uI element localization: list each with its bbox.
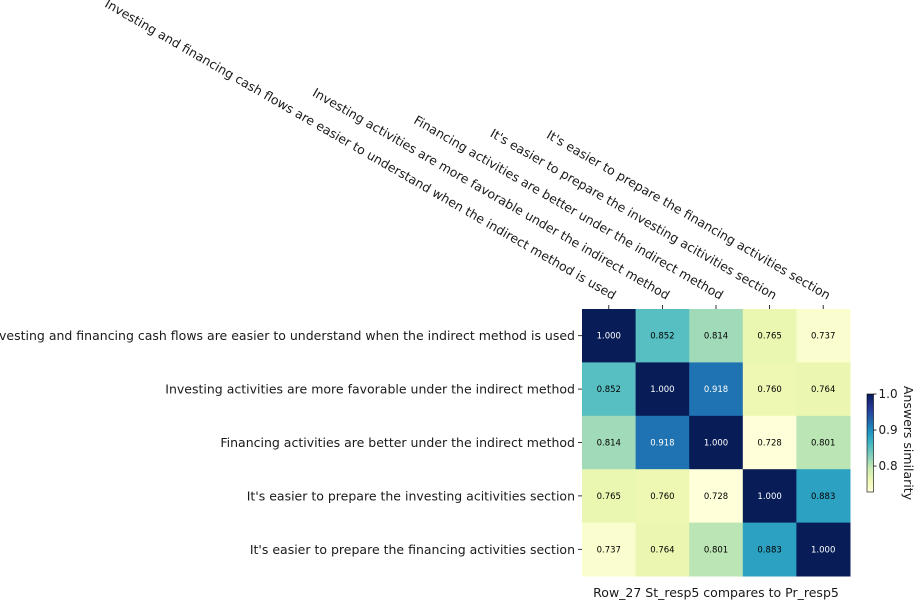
cell-value-label: 1.000 bbox=[704, 439, 728, 449]
heatmap-cell bbox=[689, 469, 744, 524]
heatmap-cell bbox=[689, 415, 744, 470]
heatmap-cell bbox=[742, 469, 797, 524]
colorbar-tick-label: 0.8 bbox=[879, 459, 898, 473]
x-axis-title: Row_27 St_resp5 compares to Pr_resp5 bbox=[593, 585, 839, 600]
cell-value-label: 0.737 bbox=[597, 545, 621, 555]
heatmap-cell bbox=[635, 309, 690, 363]
cell-value-label: 0.852 bbox=[597, 385, 621, 395]
cell-value-label: 0.883 bbox=[811, 492, 835, 502]
cell-value-label: 0.765 bbox=[757, 332, 781, 342]
colorbar-tick-label: 1.0 bbox=[879, 387, 898, 401]
heatmap-cell bbox=[742, 309, 797, 363]
cell-value-label: 0.728 bbox=[757, 439, 781, 449]
heatmap-cell bbox=[742, 415, 797, 470]
cell-value-label: 1.000 bbox=[650, 385, 674, 395]
cell-value-label: 0.883 bbox=[757, 545, 781, 555]
heatmap-cell bbox=[742, 362, 797, 417]
cell-value-label: 0.760 bbox=[650, 492, 674, 502]
y-tick-label: Financing activities are better under th… bbox=[220, 435, 575, 450]
heatmap-cell bbox=[689, 362, 744, 417]
cell-value-label: 0.814 bbox=[704, 332, 728, 342]
colorbar-label: Answers similarity bbox=[901, 386, 916, 501]
heatmap-cell bbox=[796, 415, 851, 470]
heatmap-cell bbox=[635, 362, 690, 417]
heatmap-cell bbox=[635, 415, 690, 470]
cell-value-label: 0.764 bbox=[650, 545, 674, 555]
heatmap-cell bbox=[796, 362, 851, 417]
heatmap-cell bbox=[796, 309, 851, 363]
cell-value-label: 0.764 bbox=[811, 385, 835, 395]
y-tick-label: Investing and financing cash flows are e… bbox=[0, 328, 575, 343]
cell-value-label: 0.814 bbox=[597, 439, 621, 449]
cell-value-label: 0.801 bbox=[704, 545, 728, 555]
heatmap-cell bbox=[582, 362, 637, 417]
heatmap-cell bbox=[796, 522, 851, 577]
y-tick-label: It's easier to prepare the investing aci… bbox=[247, 488, 575, 503]
heatmap-cell bbox=[582, 522, 637, 577]
heatmap-cell bbox=[689, 309, 744, 363]
cell-value-label: 1.000 bbox=[811, 545, 835, 555]
y-tick-label: Investing activities are more favorable … bbox=[165, 382, 575, 397]
heatmap-cell bbox=[796, 469, 851, 524]
cell-value-label: 0.765 bbox=[597, 492, 621, 502]
cell-value-label: 0.918 bbox=[704, 385, 728, 395]
cell-value-label: 0.801 bbox=[811, 439, 835, 449]
heatmap-cell bbox=[635, 522, 690, 577]
cell-value-label: 0.737 bbox=[811, 332, 835, 342]
heatmap-cell bbox=[689, 522, 744, 577]
cell-value-label: 0.852 bbox=[650, 332, 674, 342]
cell-value-label: 1.000 bbox=[597, 332, 621, 342]
colorbar-tick-label: 0.9 bbox=[879, 423, 898, 437]
heatmap-cell bbox=[742, 522, 797, 577]
heatmap-cell bbox=[635, 469, 690, 524]
heatmap-cell bbox=[582, 469, 637, 524]
x-tick-label: Investing activities are more favorable … bbox=[310, 85, 672, 303]
cell-value-label: 0.760 bbox=[757, 385, 781, 395]
cell-value-label: 0.728 bbox=[704, 492, 728, 502]
cell-value-label: 0.918 bbox=[650, 439, 674, 449]
y-tick-label: It's easier to prepare the financing act… bbox=[250, 542, 575, 557]
heatmap-cell bbox=[582, 309, 637, 363]
cell-value-label: 1.000 bbox=[757, 492, 781, 502]
heatmap-cell bbox=[582, 415, 637, 470]
colorbar bbox=[866, 393, 874, 493]
